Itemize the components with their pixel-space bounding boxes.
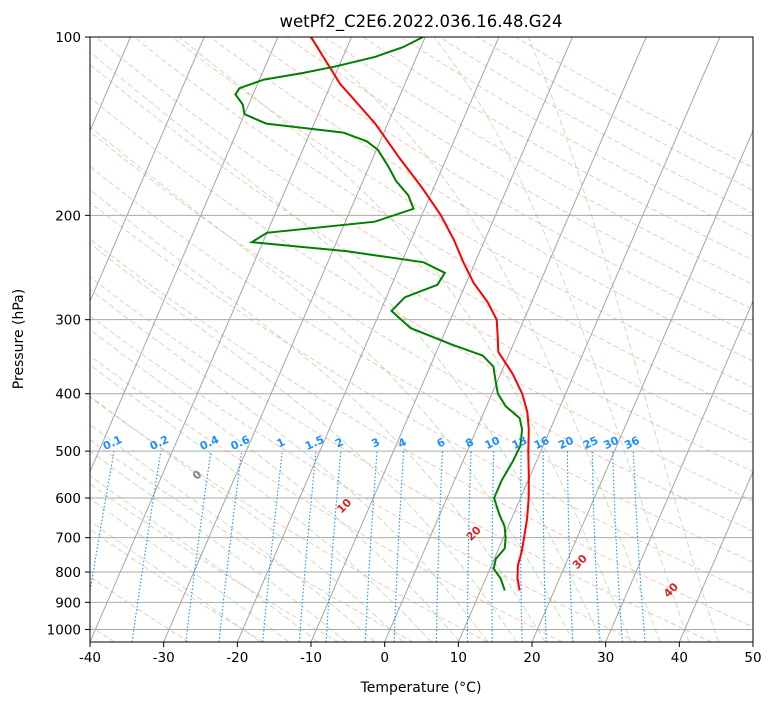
x-tick-label: 10 [450, 650, 467, 666]
dry-adiabat-line [90, 97, 753, 502]
dry-adiabat-line [210, 37, 753, 362]
mixing-ratio-label: 36 [622, 434, 642, 452]
x-tick-label: -40 [79, 650, 101, 666]
dry-adiabat-line [400, 37, 753, 237]
mixing-ratio-label: 20 [556, 434, 576, 452]
y-tick-label: 700 [55, 531, 81, 547]
isotherm-line [678, 470, 753, 642]
mixing-ratio-line [364, 451, 378, 642]
mixing-ratio-label: 25 [581, 434, 600, 452]
dry-adiabat-line [90, 528, 264, 642]
x-tick-label: -30 [153, 650, 175, 666]
isotherm-line [531, 129, 753, 642]
dry-adiabat-line [477, 37, 753, 191]
x-tick-label: -10 [300, 650, 322, 666]
moist-adiabat-line [90, 126, 575, 642]
x-tick-label: 50 [744, 650, 761, 666]
y-tick-label: 1000 [47, 622, 81, 638]
mixing-ratio-line [435, 451, 444, 642]
dry-adiabat-line [90, 483, 339, 642]
moist-adiabat-line [90, 242, 517, 642]
plot-frame [89, 36, 754, 643]
mixing-ratio-line [632, 451, 646, 642]
moist-adiabat-line [90, 364, 432, 642]
x-tick-label: 30 [597, 650, 614, 666]
x-tick-label: 0 [380, 650, 389, 666]
y-tick-label: 100 [55, 30, 81, 46]
dry-adiabat-line [171, 37, 753, 389]
isotherm-line [90, 37, 279, 473]
dry-adiabat-line [362, 37, 753, 261]
mixing-ratio-line [612, 451, 623, 642]
dry-adiabat-line [90, 166, 753, 563]
y-tick-label: 800 [55, 565, 81, 581]
mixing-ratio-line [466, 451, 472, 642]
mixing-ratio-label: 16 [532, 434, 552, 452]
dry-adiabat-line [133, 37, 753, 416]
dry-adiabat-line [95, 37, 753, 444]
dewpoint-profile [234, 37, 524, 591]
moist-adiabat-line [433, 37, 690, 642]
dry-adiabat-line [90, 315, 638, 642]
mixing-ratio-line [520, 451, 523, 642]
mixing-ratio-line [566, 451, 574, 642]
dry-adiabat-line [90, 238, 753, 628]
mixing-ratio-line [298, 451, 317, 642]
mixing-ratio-line [542, 451, 547, 642]
x-tick-label: -20 [226, 650, 248, 666]
isotherm-line [236, 37, 500, 642]
isotherm-line [457, 37, 721, 642]
isotherm-line [310, 37, 573, 642]
moist-adiabat-line [527, 37, 719, 642]
moist-adiabat-line [90, 520, 261, 642]
dry-adiabat-line [90, 131, 753, 532]
mixing-ratio-label: 30 [602, 434, 622, 452]
y-tick-label: 300 [55, 313, 81, 329]
mixing-ratio-line [325, 451, 342, 642]
dry-adiabat-line [515, 37, 753, 169]
y-tick-label: 200 [55, 208, 81, 224]
moist-adiabat-line [90, 288, 489, 642]
isotherm-line [384, 37, 647, 642]
mixing-ratio-line [491, 451, 495, 642]
mixing-ratio-label: 13 [510, 434, 529, 452]
y-tick-label: 400 [55, 387, 81, 403]
moist-adiabat-line [90, 328, 461, 642]
mixing-ratio-line [393, 451, 405, 642]
moist-adiabat-line [307, 37, 661, 642]
y-tick-label: 500 [55, 444, 81, 460]
plot-background-lines [90, 37, 753, 642]
isotherm-line [90, 37, 352, 642]
temperature-profile [310, 37, 530, 591]
dry-adiabat-line [248, 37, 753, 336]
mixing-ratio-line [262, 451, 283, 642]
dry-adiabat-line [90, 201, 753, 595]
x-axis-title: Temperature (°C) [360, 680, 482, 696]
isotherm-line [163, 37, 426, 642]
y-axis-title: Pressure (hPa) [11, 289, 27, 389]
dry-adiabat-line [90, 276, 712, 642]
y-tick-label: 600 [55, 491, 81, 507]
chart-title: wetPf2_C2E6.2022.036.16.48.G24 [279, 12, 562, 32]
dry-adiabat-line [90, 439, 414, 642]
x-tick-label: 20 [523, 650, 540, 666]
isotherm-line [605, 299, 753, 642]
axes: -40 -30 -20 -10 0 10 20 30 40 50 100 200 300 400 500 60… [47, 30, 762, 666]
moist-adiabat-line [178, 37, 632, 642]
y-tick-label: 900 [55, 595, 81, 611]
isotherm-line [90, 37, 205, 303]
x-tick-label: 40 [671, 650, 688, 666]
moist-adiabat-line [90, 395, 404, 642]
mixing-ratio-label: 10 [483, 434, 503, 452]
moist-adiabat-line [90, 50, 603, 642]
moist-adiabat-line [90, 424, 376, 642]
moist-adiabat-line [90, 450, 347, 642]
dry-adiabat-line [90, 63, 753, 473]
mixing-ratio-line [591, 451, 601, 642]
moist-adiabat-line [90, 474, 319, 642]
plot-profiles [234, 37, 530, 591]
